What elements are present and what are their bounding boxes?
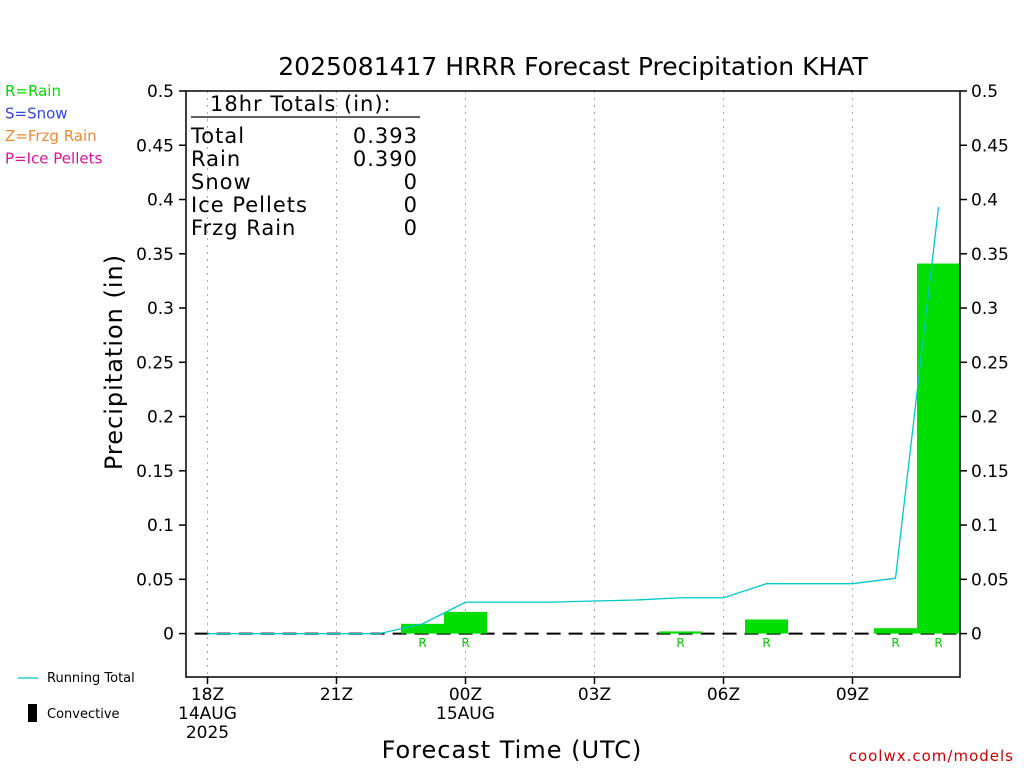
running-total-legend: Running Total [18,671,135,686]
totals-value-3: 0 [404,193,418,217]
x-tick-label-0-1: 14AUG [178,704,237,724]
y-axis-label: Precipitation (in) [100,254,128,470]
y-right-tick-label-3: 0.15 [971,462,1009,482]
y-axis-left: 0 0.05 0.1 0.15 0.2 0.25 0.3 0.35 0.4 0.45 0.5 [136,82,186,645]
type-marker-4: R [891,636,899,650]
y-right-tick-label-9: 0.45 [971,136,1009,156]
y-right-tick-label-1: 0.05 [971,570,1009,590]
totals-value-0: 0.393 [353,124,418,148]
totals-box: 18hr Totals (in): Total 0.393 Rain 0.390 Snow… [190,92,420,240]
type-marker-3: R [762,636,770,650]
type-legend-item-3: P=Ice Pellets [5,150,102,168]
x-tick-label-0-0: 18Z [191,685,224,705]
y-right-tick-label-7: 0.35 [971,245,1009,265]
bars-group [401,263,960,634]
precip-bar-17 [917,263,960,634]
y-left-tick-label-2: 0.1 [147,516,174,536]
precip-bar-6 [444,611,487,634]
type-marker-0: R [418,636,426,650]
precip-type-legend: R=Rain S=Snow Z=Frzg Rain P=Ice Pellets [5,82,102,168]
x-tick-label-0-2: 2025 [186,723,229,743]
totals-label-2: Snow [191,170,252,194]
y-right-tick-label-4: 0.2 [971,408,998,428]
y-left-tick-label-10: 0.5 [147,82,174,102]
plot-frame [185,90,961,678]
totals-label-0: Total [190,124,245,148]
y-right-tick-label-5: 0.25 [971,353,1009,373]
x-tick-label-2-0: 00Z [449,685,482,705]
precip-bar-13 [745,619,788,634]
y-left-tick-label-7: 0.35 [136,245,174,265]
totals-header: 18hr Totals (in): [210,92,392,116]
precip-bar-16 [874,628,917,634]
totals-value-1: 0.390 [353,147,418,171]
totals-value-2: 0 [404,170,418,194]
running-total-group [207,207,940,635]
y-axis-right: 0 0.05 0.1 0.15 0.2 0.25 0.3 0.35 0.4 0.45 0.5 [960,82,1009,645]
chart-title: 2025081417 HRRR Forecast Precipitation K… [278,52,868,81]
running-total-line [207,207,940,635]
y-right-tick-label-2: 0.1 [971,516,998,536]
convective-legend: Convective [28,704,120,722]
credit-link[interactable]: coolwx.com/models [849,747,1014,765]
y-left-tick-label-9: 0.45 [136,136,174,156]
y-right-tick-label-0: 0 [971,625,982,645]
running-total-legend-label: Running Total [47,671,135,686]
y-right-tick-label-6: 0.3 [971,299,998,319]
y-left-tick-label-8: 0.4 [147,191,174,211]
type-legend-item-2: Z=Frzg Rain [5,127,97,145]
x-tick-label-4-0: 06Z [707,685,740,705]
type-marker-5: R [934,636,942,650]
totals-label-1: Rain [191,147,241,171]
type-marker-2: R [676,636,684,650]
type-legend-item-0: R=Rain [5,82,61,100]
totals-value-4: 0 [404,216,418,240]
y-right-tick-label-10: 0.5 [971,82,998,102]
y-left-tick-label-3: 0.15 [136,462,174,482]
y-left-tick-label-6: 0.3 [147,299,174,319]
x-tick-label-3-0: 03Z [578,685,611,705]
y-right-tick-label-8: 0.4 [971,191,998,211]
x-tick-label-5-0: 09Z [836,685,869,705]
x-axis-label: Forecast Time (UTC) [382,736,643,764]
x-tick-label-1-0: 21Z [320,685,353,705]
x-tick-label-2-1: 15AUG [436,704,495,724]
y-left-tick-label-4: 0.2 [147,408,174,428]
precip-bar-5 [401,623,444,634]
type-marker-1: R [461,636,469,650]
type-legend-item-1: S=Snow [5,105,68,123]
convective-legend-swatch [28,704,37,722]
y-left-tick-label-0: 0 [163,625,174,645]
y-left-tick-label-1: 0.05 [136,570,174,590]
convective-legend-label: Convective [47,707,120,722]
precip-bar-11 [659,631,702,634]
totals-label-4: Frzg Rain [191,216,296,240]
plot-grid [194,91,960,677]
totals-label-3: Ice Pellets [191,193,308,217]
y-left-tick-label-5: 0.25 [136,353,174,373]
